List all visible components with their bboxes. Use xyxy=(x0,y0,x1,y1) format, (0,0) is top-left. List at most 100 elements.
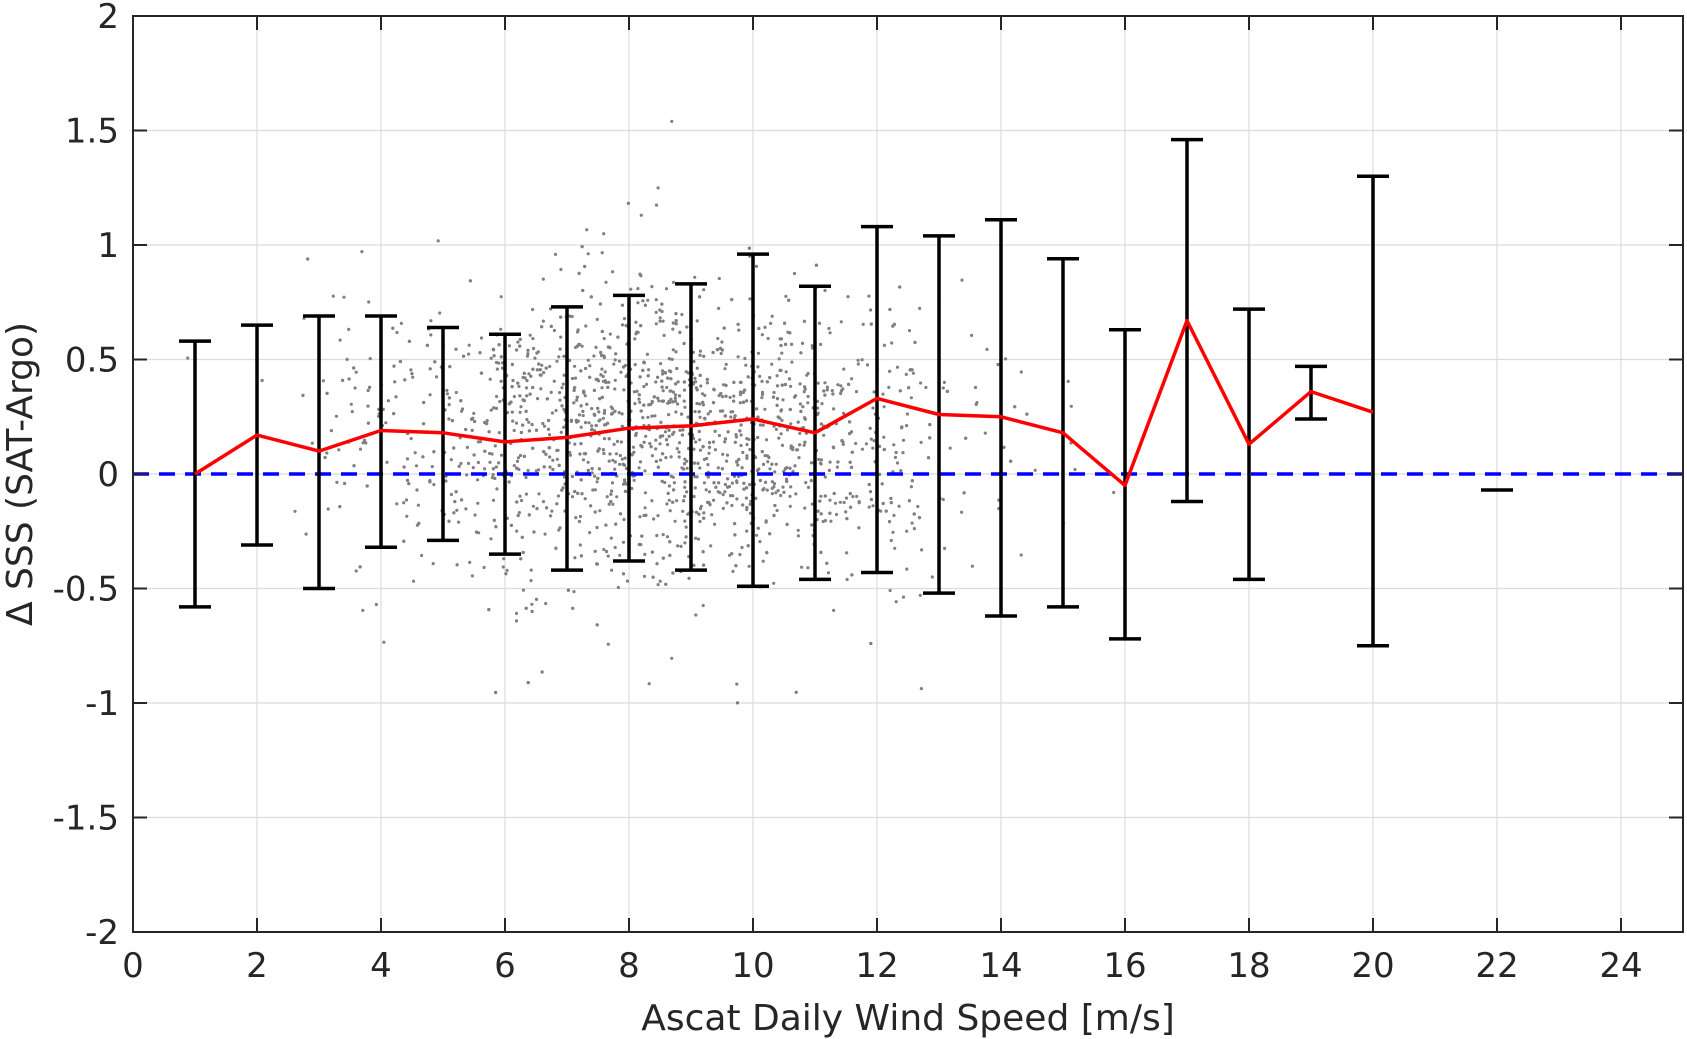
scatter-point xyxy=(476,501,480,505)
scatter-point xyxy=(675,366,679,371)
scatter-point xyxy=(645,352,650,356)
scatter-point xyxy=(697,512,701,516)
scatter-point xyxy=(642,403,646,407)
scatter-point xyxy=(531,337,535,341)
scatter-point xyxy=(515,500,519,504)
scatter-point xyxy=(551,467,555,472)
scatter-point xyxy=(784,370,788,374)
scatter-point xyxy=(420,553,424,558)
scatter-point xyxy=(595,525,599,530)
scatter-point xyxy=(733,414,737,418)
scatter-point xyxy=(562,354,566,358)
scatter-point xyxy=(425,343,429,347)
scatter-point xyxy=(797,456,801,460)
scatter-point xyxy=(905,424,909,428)
scatter-point xyxy=(800,565,804,569)
scatter-point xyxy=(409,437,413,441)
scatter-point xyxy=(669,389,673,393)
scatter-point xyxy=(803,506,807,510)
scatter-point xyxy=(514,421,519,425)
scatter-point xyxy=(661,319,665,323)
scatter-point xyxy=(714,485,718,489)
scatter-point xyxy=(758,478,763,483)
y-tick-label: 0 xyxy=(97,455,119,495)
scatter-point xyxy=(478,351,482,355)
scatter-point xyxy=(788,494,792,498)
scatter-point xyxy=(365,484,369,488)
scatter-point xyxy=(790,342,794,346)
scatter-point xyxy=(770,362,774,366)
scatter-point xyxy=(738,393,743,397)
scatter-point xyxy=(583,394,587,398)
scatter-point xyxy=(604,280,608,284)
scatter-point xyxy=(555,457,559,461)
scatter-point xyxy=(738,401,742,405)
scatter-point xyxy=(559,335,563,339)
scatter-point xyxy=(554,408,558,413)
scatter-point xyxy=(584,366,588,371)
scatter-point xyxy=(698,448,703,452)
scatter-point xyxy=(620,424,624,428)
scatter-point xyxy=(511,378,515,383)
scatter-point xyxy=(748,297,752,301)
scatter-point xyxy=(552,328,557,333)
scatter-point xyxy=(497,461,501,465)
scatter-point xyxy=(568,450,572,455)
scatter-point xyxy=(617,359,622,363)
scatter-point xyxy=(656,186,660,190)
scatter-point xyxy=(614,352,618,356)
scatter-point xyxy=(509,400,513,404)
scatter-point xyxy=(572,388,576,392)
scatter-point xyxy=(530,602,534,606)
scatter-point xyxy=(623,480,627,484)
scatter-point xyxy=(619,440,624,444)
scatter-point xyxy=(507,344,511,348)
scatter-point xyxy=(599,373,603,377)
scatter-point xyxy=(756,351,761,355)
scatter-point xyxy=(907,499,912,503)
scatter-point xyxy=(570,474,575,479)
scatter-point xyxy=(768,376,772,380)
scatter-point xyxy=(618,553,622,557)
scatter-point xyxy=(704,488,708,492)
scatter-point xyxy=(557,355,561,359)
scatter-point xyxy=(449,458,453,462)
scatter-point xyxy=(695,319,699,323)
scatter-point xyxy=(656,465,660,469)
scatter-point xyxy=(626,201,631,205)
scatter-point xyxy=(719,392,723,396)
scatter-point xyxy=(695,366,699,370)
scatter-point xyxy=(573,376,578,380)
scatter-point xyxy=(664,582,668,586)
scatter-point xyxy=(683,480,687,484)
scatter-point xyxy=(592,412,596,416)
scatter-point xyxy=(677,441,682,445)
scatter-point xyxy=(325,451,329,455)
scatter-point xyxy=(698,349,703,353)
scatter-point xyxy=(364,441,368,445)
scatter-point xyxy=(710,513,714,517)
scatter-point xyxy=(694,613,698,617)
scatter-point xyxy=(673,396,677,400)
scatter-point xyxy=(740,545,744,550)
scatter-point xyxy=(845,551,849,555)
scatter-point xyxy=(755,407,759,411)
scatter-point xyxy=(901,595,906,599)
scatter-point xyxy=(912,512,916,516)
scatter-point xyxy=(848,492,852,496)
scatter-point xyxy=(644,513,648,517)
scatter-point xyxy=(436,239,440,243)
scatter-point xyxy=(404,498,409,502)
scatter-point xyxy=(816,381,820,385)
scatter-point xyxy=(698,519,702,524)
scatter-point xyxy=(680,312,684,317)
scatter-point xyxy=(527,513,531,517)
y-axis-ticks: -2 -1.5 -1 -0.5 0 0.5 1 1.5 2 xyxy=(53,0,1683,953)
scatter-point xyxy=(599,350,603,355)
scatter-point xyxy=(713,429,717,433)
scatter-point xyxy=(583,264,587,269)
scatter-point xyxy=(665,535,670,539)
scatter-point xyxy=(661,533,665,537)
scatter-point xyxy=(410,372,414,376)
